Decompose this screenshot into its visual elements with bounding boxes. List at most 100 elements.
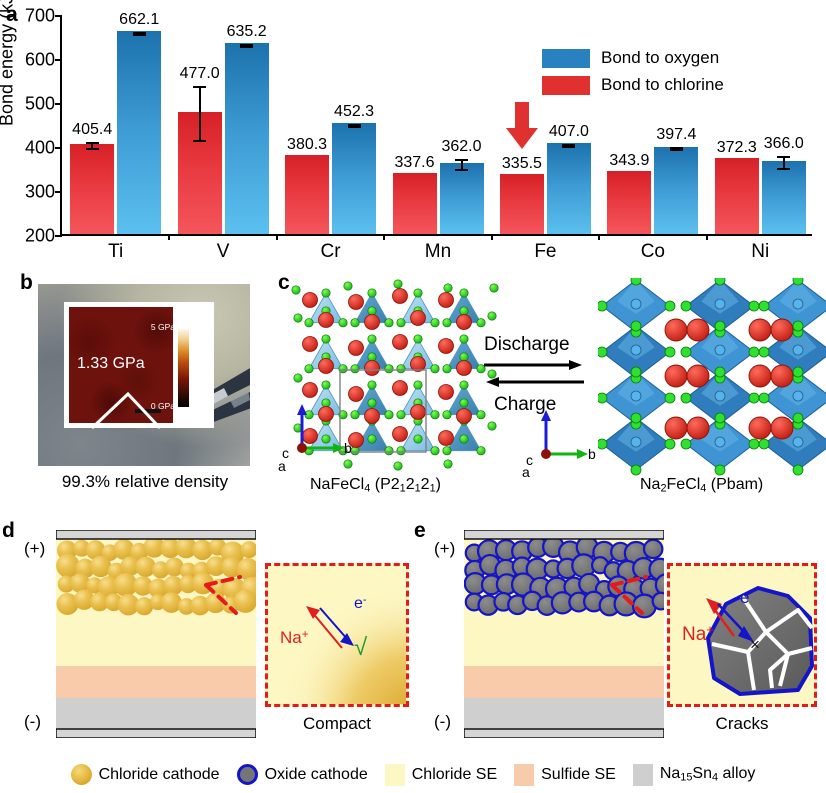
zoom-callout-lines-d bbox=[204, 575, 242, 615]
chloride-particle bbox=[221, 556, 242, 578]
y-tick-mark bbox=[55, 15, 62, 17]
chloride-particle bbox=[160, 538, 181, 559]
bar-value-label: 635.2 bbox=[226, 22, 267, 40]
chloride-particle bbox=[113, 572, 138, 597]
x-category-mn: Mn bbox=[424, 241, 452, 262]
chloride-particle bbox=[117, 593, 140, 616]
error-bar bbox=[70, 141, 114, 150]
error-bar bbox=[654, 147, 698, 152]
panel-b-pellet-photo: b 1.33 GPa 5 GPa bbox=[20, 272, 270, 515]
y-tick-mark bbox=[55, 103, 62, 105]
chloride-particle bbox=[73, 539, 91, 557]
positive-terminal-label-d: (+) bbox=[24, 539, 46, 558]
oxide-particle bbox=[651, 591, 664, 611]
panel-c-crystal-structures: c c b a NaFeCl4 (P212121) bbox=[278, 272, 826, 515]
legend-item-oxide-cathode: Oxide cathode bbox=[236, 764, 368, 785]
chloride-particle bbox=[56, 554, 80, 578]
crystal-axes-right bbox=[541, 410, 588, 459]
chloride-particle bbox=[178, 598, 195, 615]
chloride-particle bbox=[113, 539, 135, 560]
legend-label-alloy: Na15Sn4 alloy bbox=[659, 765, 756, 784]
right-structure-formula: Na2FeCl4 (Pbam) bbox=[640, 476, 764, 495]
bar-fe-oxygen bbox=[546, 142, 591, 234]
negative-terminal-label-e: (-) bbox=[434, 712, 451, 731]
bar-co-chlorine bbox=[607, 170, 652, 234]
error-bar bbox=[225, 43, 269, 48]
electron-label-e: e bbox=[740, 588, 750, 607]
chloride-particle bbox=[85, 540, 106, 560]
x-category-co: Co bbox=[640, 241, 665, 262]
svg-text:√: √ bbox=[354, 634, 368, 661]
error-bar bbox=[440, 158, 484, 171]
chart-plot-area: 200 300 400 500 600 700 405.4 662.1 477.0 635.2 3… bbox=[25, 6, 812, 262]
panel-label-a: a bbox=[6, 3, 18, 26]
axis-label-a-right: a bbox=[522, 464, 530, 480]
bar-ti-chlorine bbox=[70, 143, 115, 234]
afm-modulus-value: 1.33 GPa bbox=[77, 355, 145, 372]
x-tick-mark bbox=[168, 234, 171, 240]
panel-label-b: b bbox=[20, 271, 33, 294]
legend-label-oxide-cathode: Oxide cathode bbox=[264, 765, 368, 783]
cracked-particle-inset: × Na+ e bbox=[667, 563, 817, 707]
legend-label-chlorine: Bond to chlorine bbox=[601, 75, 724, 94]
chloride-particle bbox=[133, 576, 153, 596]
chloride-particle bbox=[160, 592, 182, 613]
panel-e-inset-caption: Cracks bbox=[715, 714, 769, 733]
chloride-particle bbox=[164, 557, 184, 577]
oxide-particle bbox=[654, 573, 664, 597]
chloride-particle bbox=[206, 556, 226, 577]
x-category-ni: Ni bbox=[751, 241, 770, 262]
x-tick-mark bbox=[275, 234, 278, 240]
bar-value-label: 335.5 bbox=[501, 155, 542, 173]
colorbar-max-label: 5 GPa bbox=[150, 322, 175, 332]
chloride-particle bbox=[120, 556, 141, 576]
legend-swatch-chlorine bbox=[542, 75, 590, 95]
chloride-particle bbox=[90, 592, 109, 612]
chart-legend: Bond to oxygen Bond to chlorine bbox=[542, 48, 724, 102]
chloride-particle bbox=[143, 536, 165, 558]
pellet-photograph: 1.33 GPa 5 GPa 0 GPa bbox=[38, 284, 250, 466]
y-tick-label: 700 bbox=[24, 5, 55, 26]
chloride-particle bbox=[56, 592, 79, 615]
x-tick-mark bbox=[598, 234, 601, 240]
chloride-particle bbox=[151, 561, 170, 579]
panel-label-e: e bbox=[414, 519, 426, 542]
legend-entry-oxygen: Bond to oxygen bbox=[542, 48, 724, 68]
afm-modulus-map-inset: 1.33 GPa 5 GPa 0 GPa bbox=[64, 302, 214, 428]
chloride-particle bbox=[190, 595, 210, 616]
bar-value-label: 343.9 bbox=[609, 151, 650, 169]
x-tick-mark bbox=[490, 234, 493, 240]
chloride-particle bbox=[240, 541, 256, 559]
chloride-particle bbox=[163, 575, 184, 596]
compact-particle-inset: √ Na+ e- bbox=[265, 563, 409, 707]
x-category-cr: Cr bbox=[320, 241, 341, 262]
panel-label-c: c bbox=[278, 271, 290, 294]
figure-bottom-legend: Chloride cathode Oxide cathode Chloride … bbox=[0, 756, 826, 793]
chloride-particle bbox=[97, 576, 120, 598]
panel-d-chloride-cell: d (+) (-) bbox=[0, 518, 412, 748]
legend-entry-chlorine: Bond to chlorine bbox=[542, 75, 724, 95]
y-tick-mark bbox=[55, 235, 62, 237]
bar-cr-chlorine bbox=[285, 154, 330, 234]
x-category-ti: Ti bbox=[108, 241, 124, 262]
panel-d-inset-caption: Compact bbox=[302, 714, 372, 733]
chloride-particle bbox=[70, 573, 90, 593]
error-bar bbox=[178, 85, 222, 143]
chloride-particle bbox=[73, 589, 95, 610]
electron-label-d: e- bbox=[354, 594, 367, 612]
x-tick-mark bbox=[705, 234, 708, 240]
bar-value-label: 362.0 bbox=[441, 137, 482, 155]
sodium-ion-label-e: Na+ bbox=[682, 622, 714, 645]
y-tick-mark bbox=[55, 147, 62, 149]
oxide-particle bbox=[642, 538, 664, 560]
axis-label-b-left: b bbox=[344, 440, 352, 456]
bar-v-oxygen bbox=[224, 42, 269, 234]
positive-terminal-label-e: (+) bbox=[434, 539, 456, 558]
svg-text:×: × bbox=[750, 635, 760, 654]
chloride-cathode-swatch-icon bbox=[70, 764, 92, 785]
sodium-ion-label-d: Na+ bbox=[280, 628, 309, 647]
bar-value-label: 372.3 bbox=[716, 139, 757, 157]
legend-item-chloride-se: Chloride SE bbox=[384, 763, 497, 786]
legend-swatch-oxygen bbox=[542, 48, 590, 68]
y-tick-label: 300 bbox=[24, 181, 55, 202]
